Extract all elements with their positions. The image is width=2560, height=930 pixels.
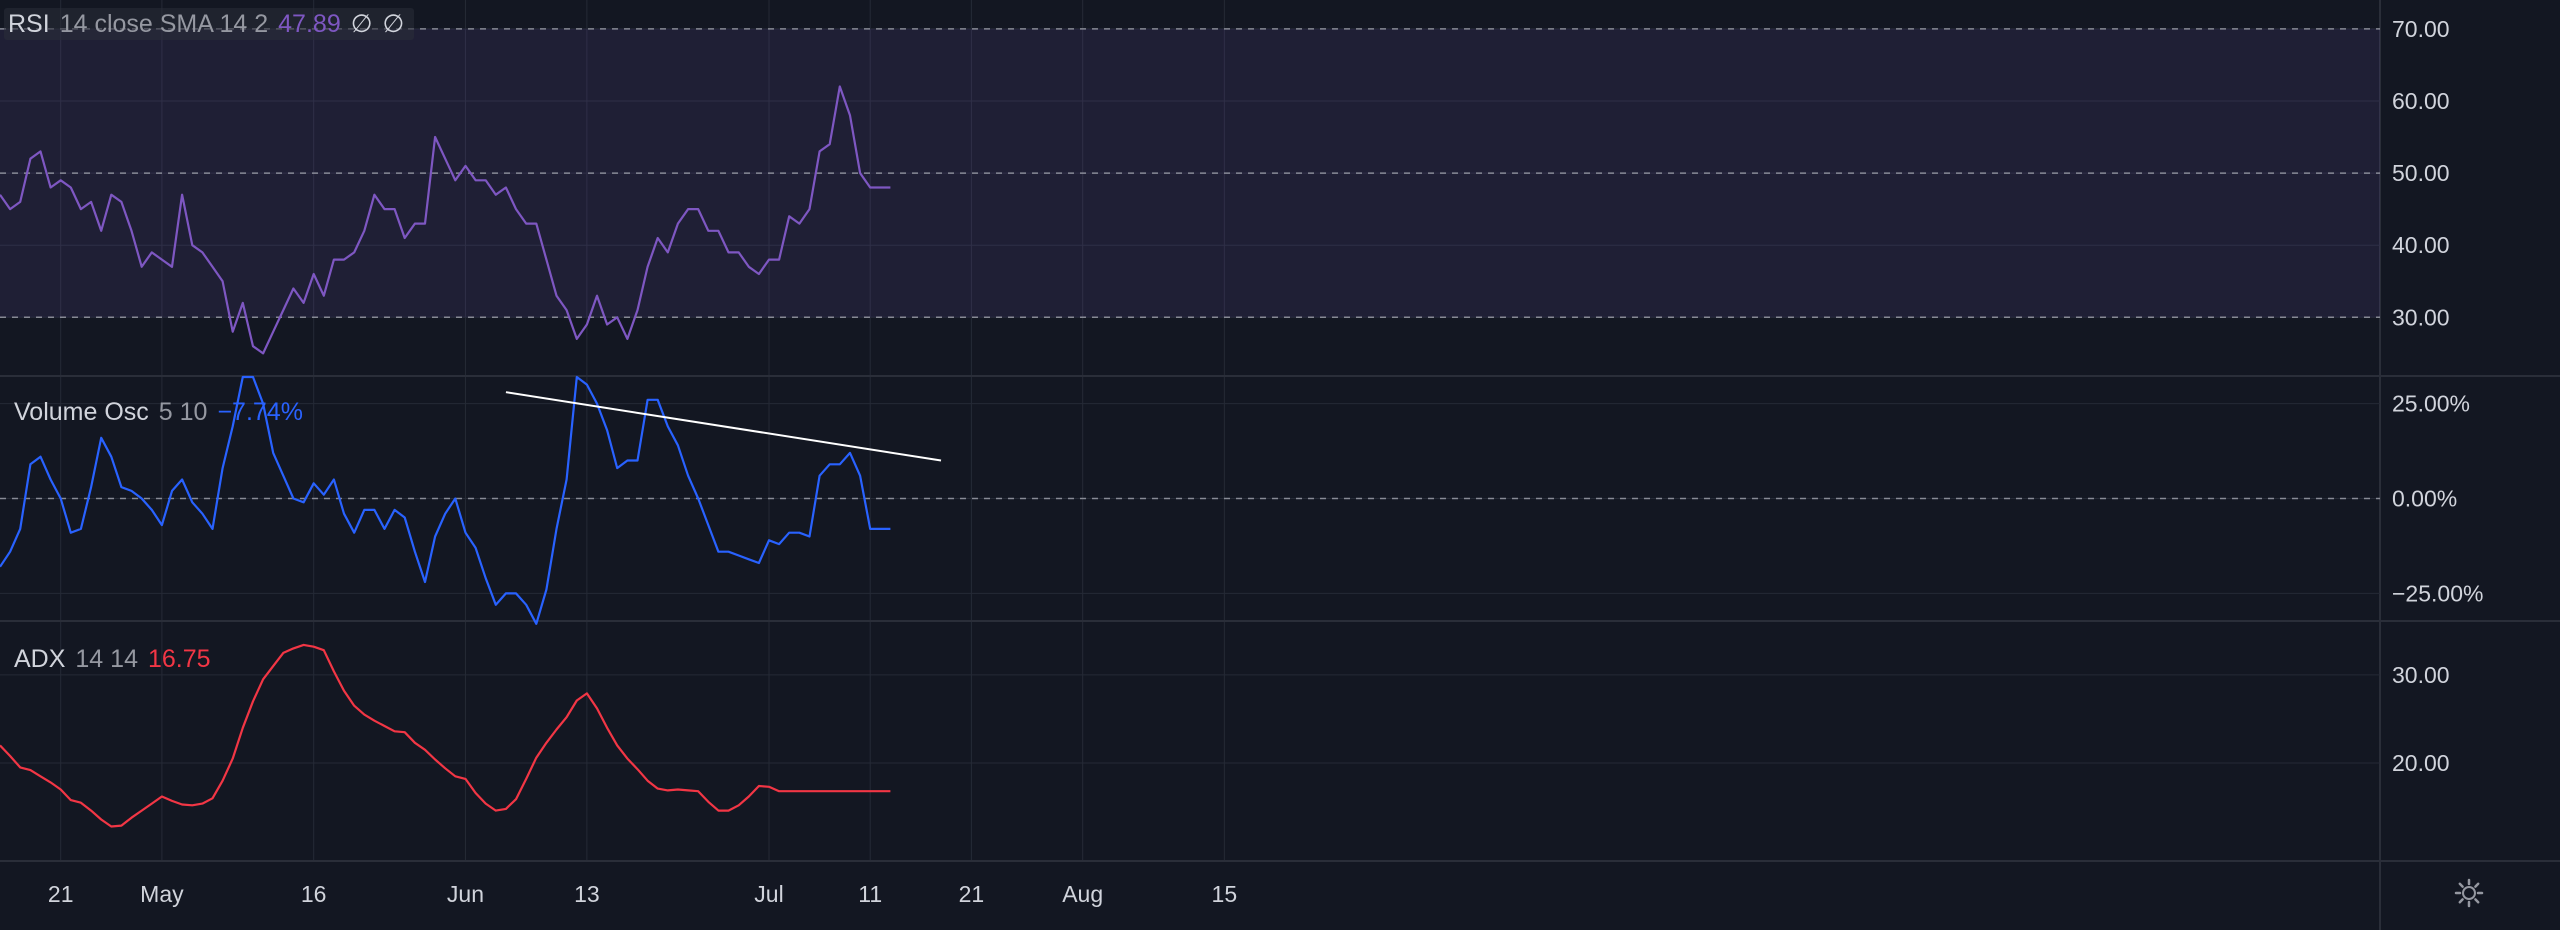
x-tick-label: Aug (1062, 881, 1103, 907)
x-tick-label: 21 (48, 881, 74, 907)
adx-series-line (0, 643, 891, 828)
rsi-legend-name: RSI (8, 9, 50, 38)
volume-osc-y-tick-label: 25.00% (2392, 391, 2470, 417)
adx-legend[interactable]: ADX 14 14 16.75 (14, 643, 211, 675)
volume-osc-legend-name: Volume Osc (14, 397, 149, 426)
adx-y-tick-label: 30.00 (2392, 662, 2450, 688)
volume-osc-legend-params: 5 10 (158, 397, 208, 426)
rsi-legend-value: 47.89 (278, 9, 341, 38)
rsi-legend-extra-1: ∅ (350, 10, 373, 38)
rsi-series-line (0, 85, 891, 355)
rsi-y-tick-label: 60.00 (2392, 88, 2450, 114)
adx-legend-name: ADX (14, 644, 66, 673)
rsi-legend-params: 14 close SMA 14 2 (59, 9, 269, 38)
adx-y-tick-label: 20.00 (2392, 750, 2450, 776)
x-tick-label: Jul (754, 881, 783, 907)
rsi-y-tick-label: 50.00 (2392, 160, 2450, 186)
volume-osc-legend-value: −7.74% (217, 397, 303, 426)
x-tick-label: 11 (858, 881, 882, 907)
rsi-y-tick-label: 70.00 (2392, 16, 2450, 42)
x-tick-label: May (140, 881, 184, 907)
volume-osc-y-tick-label: −25.00% (2392, 580, 2483, 606)
volume-osc-y-tick-label: 0.00% (2392, 486, 2457, 512)
volume-osc-series-line (0, 375, 891, 625)
x-tick-label: 21 (959, 881, 985, 907)
chart-settings-button[interactable] (2452, 876, 2486, 910)
x-tick-label: 13 (574, 881, 600, 907)
volume-osc-legend[interactable]: Volume Osc 5 10 −7.74% (14, 396, 303, 428)
trendline (505, 391, 942, 462)
gear-icon (2454, 878, 2484, 908)
x-tick-label: 15 (1212, 881, 1238, 907)
x-tick-label: 16 (301, 881, 327, 907)
adx-legend-params: 14 14 (75, 644, 138, 673)
x-tick-label: Jun (447, 881, 484, 907)
rsi-legend-extra-2: ∅ (382, 10, 405, 38)
rsi-legend[interactable]: RSI 14 close SMA 14 2 47.89 ∅ ∅ (4, 8, 415, 40)
rsi-y-tick-label: 40.00 (2392, 232, 2450, 258)
adx-legend-value: 16.75 (147, 644, 211, 673)
rsi-y-tick-label: 30.00 (2392, 304, 2450, 330)
